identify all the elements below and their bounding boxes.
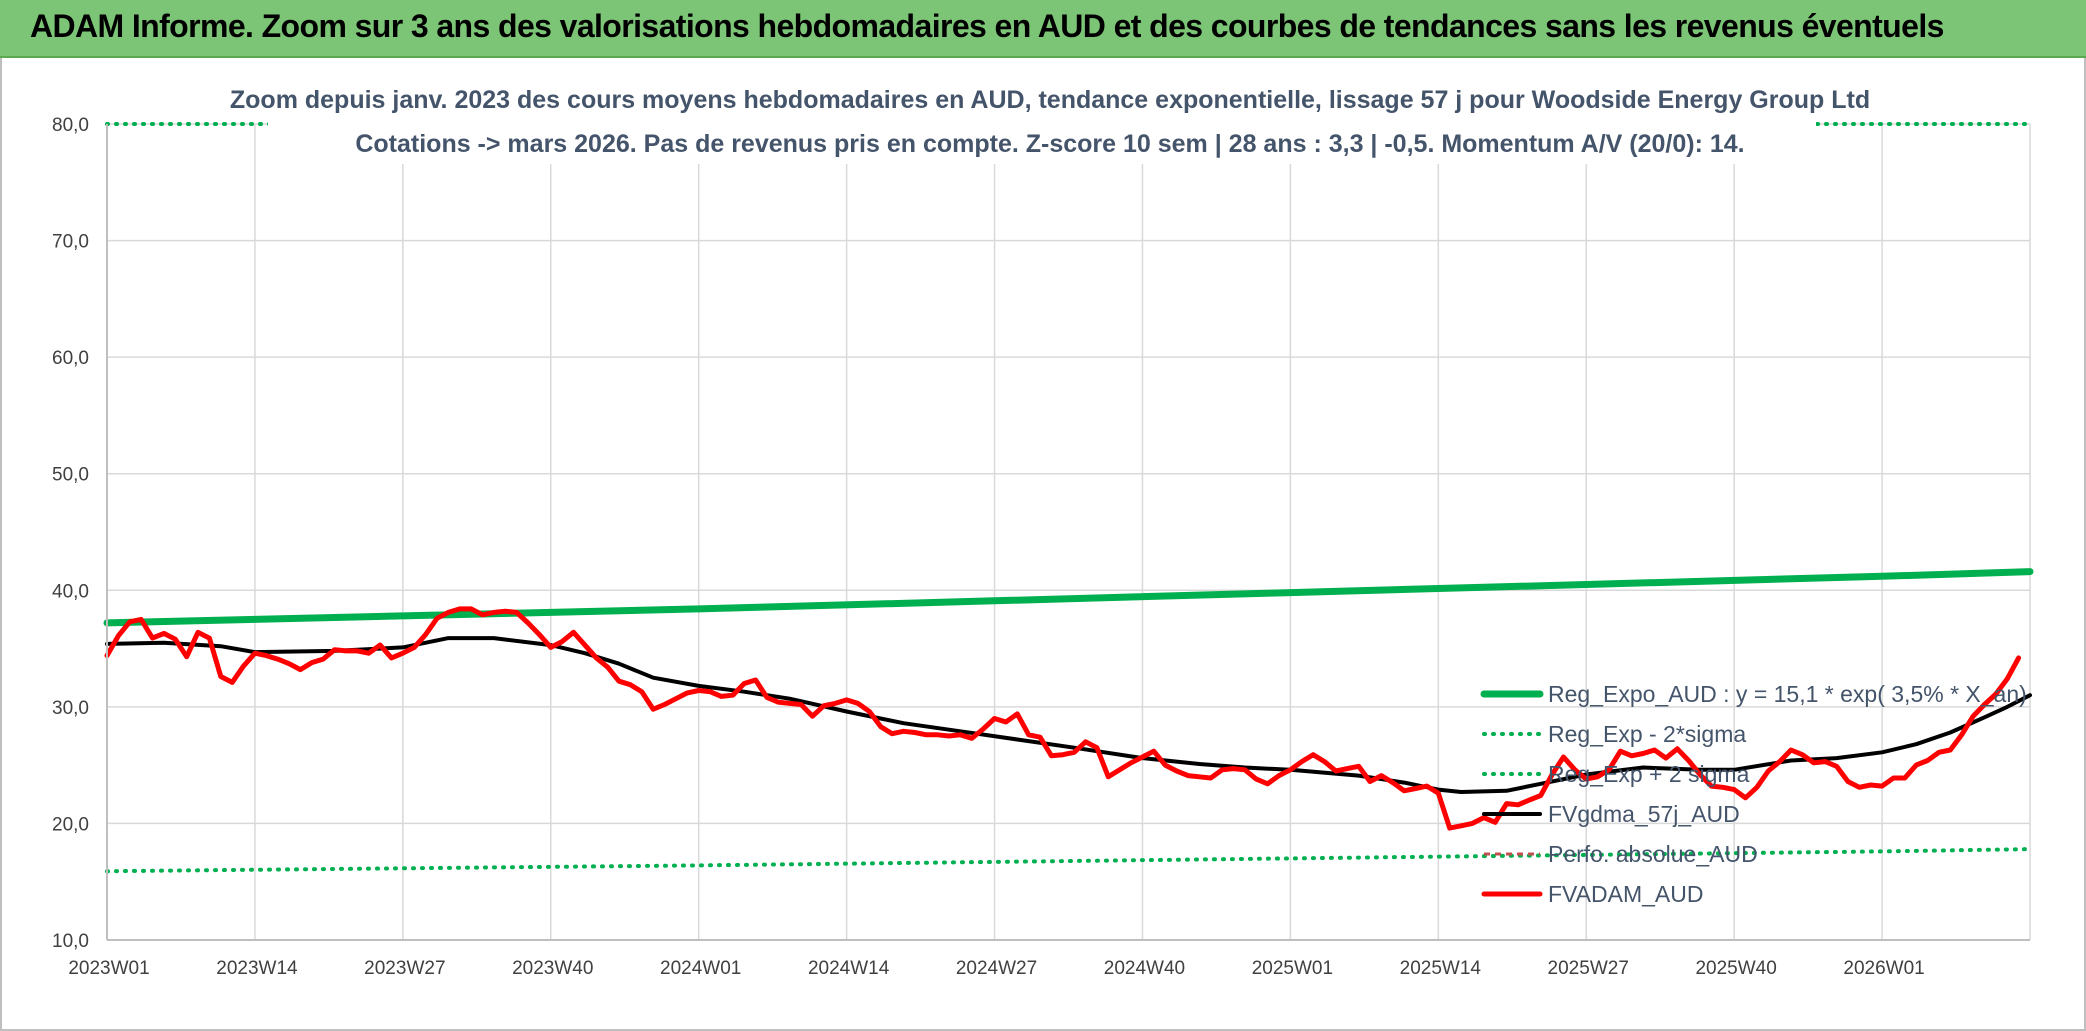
legend-label-fvgdma: FVgdma_57j_AUD <box>1548 801 1740 827</box>
legend-label-reg_expo: Reg_Expo_AUD : y = 15,1 * exp( 3,5% * X_… <box>1548 681 2027 707</box>
series-line-fvadam <box>104 606 2022 831</box>
legend-label-reg_minus: Reg_Exp - 2*sigma <box>1548 721 1746 747</box>
y-tick-label: 60,0 <box>52 348 89 369</box>
series-lines <box>103 122 2034 874</box>
x-tick-label: 2023W27 <box>364 958 445 979</box>
x-tick-label: 2023W14 <box>216 958 298 979</box>
x-tick-label: 2025W14 <box>1400 958 1482 979</box>
x-tick-label: 2023W01 <box>68 958 149 979</box>
report-banner: ADAM Informe. Zoom sur 3 ans des valoris… <box>0 0 2086 58</box>
report-title: ADAM Informe. Zoom sur 3 ans des valoris… <box>30 8 1944 44</box>
gridlines <box>107 123 2031 941</box>
x-tick-label: 2024W01 <box>660 958 741 979</box>
chart-title-line-2: Cotations -> mars 2026. Pas de revenus p… <box>355 130 1744 158</box>
series-line-reg_expo <box>103 568 2034 627</box>
chart-title-line-1: Zoom depuis janv. 2023 des cours moyens … <box>230 86 1870 114</box>
x-tick-label: 2024W27 <box>956 958 1037 979</box>
x-tick-label: 2025W27 <box>1548 958 1629 979</box>
x-tick-label: 2026W01 <box>1843 958 1924 979</box>
y-tick-label: 70,0 <box>52 232 89 253</box>
series-line-fvgdma <box>105 636 2032 794</box>
y-tick-label: 80,0 <box>52 115 89 136</box>
y-tick-label: 10,0 <box>52 931 89 952</box>
y-tick-label: 50,0 <box>52 465 89 486</box>
y-tick-label: 20,0 <box>52 814 89 835</box>
chart-title-background <box>268 78 1816 164</box>
legend: Reg_Expo_AUD : y = 15,1 * exp( 3,5% * X_… <box>1480 681 2027 907</box>
x-tick-label: 2023W40 <box>512 958 593 979</box>
x-tick-label: 2024W40 <box>1104 958 1185 979</box>
series-line-reg_minus <box>105 847 2032 874</box>
y-tick-label: 30,0 <box>52 698 89 719</box>
chart-title: Zoom depuis janv. 2023 des cours moyens … <box>230 78 1870 164</box>
x-tick-label: 2025W40 <box>1695 958 1776 979</box>
legend-label-fvadam: FVADAM_AUD <box>1548 881 1704 907</box>
legend-label-reg_plus: Reg_Exp + 2 sigma <box>1548 761 1750 787</box>
y-tick-label: 40,0 <box>52 581 89 602</box>
x-tick-label: 2025W01 <box>1252 958 1333 979</box>
legend-label-perfo: Perfo. absolue_AUD <box>1548 841 1758 867</box>
axes: 10,0 20,0 30,0 40,0 50,0 60,0 70,0 80,0 2023W01 2… <box>52 115 2030 979</box>
x-tick-label: 2024W14 <box>808 958 890 979</box>
